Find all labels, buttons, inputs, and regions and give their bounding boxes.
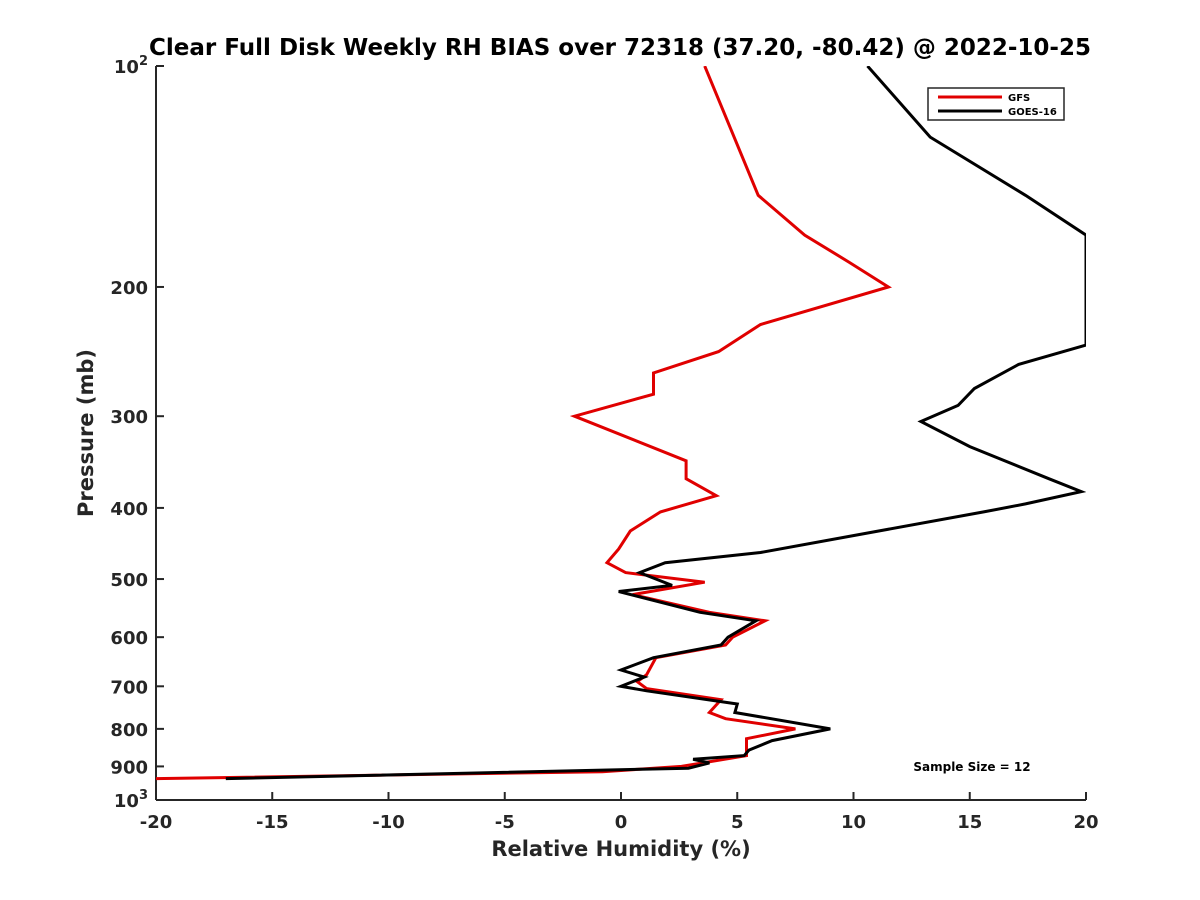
x-tick-label: 20 bbox=[1073, 812, 1098, 833]
x-axis-label: Relative Humidity (%) bbox=[491, 837, 750, 861]
y-tick-label: 400 bbox=[110, 499, 148, 520]
y-tick-label: 102 bbox=[114, 54, 148, 78]
series-line-gfs bbox=[156, 66, 893, 781]
y-tick-label: 103 bbox=[114, 788, 148, 812]
y-tick-label: 600 bbox=[110, 628, 148, 649]
y-tick-label: 800 bbox=[110, 720, 148, 741]
x-tick-label: 0 bbox=[615, 812, 628, 833]
legend-label: GFS bbox=[1008, 93, 1030, 104]
x-tick-label: 10 bbox=[841, 812, 866, 833]
x-tick-label: -15 bbox=[256, 812, 289, 833]
series-layer bbox=[156, 66, 1086, 781]
x-tick-label: 5 bbox=[731, 812, 744, 833]
legend: GFS GOES-16 bbox=[927, 87, 1065, 121]
y-tick-label: 700 bbox=[110, 677, 148, 698]
sample-size-annotation: Sample Size = 12 bbox=[913, 760, 1030, 774]
legend-box bbox=[927, 87, 1065, 121]
y-tick-label: 900 bbox=[110, 757, 148, 778]
x-tick-label: 15 bbox=[957, 812, 982, 833]
y-tick-label: 500 bbox=[110, 570, 148, 591]
x-tick-label: -10 bbox=[372, 812, 405, 833]
y-tick-label: 300 bbox=[110, 407, 148, 428]
legend-label: GOES-16 bbox=[1008, 107, 1057, 118]
y-axis-label: Pressure (mb) bbox=[74, 349, 98, 517]
series-line-goes-16 bbox=[225, 66, 1086, 781]
x-tick-label: -5 bbox=[495, 812, 515, 833]
axes: -20 -15 -10 -5 0 5 10 15 20 102 200 300 400 500 600 700… bbox=[110, 54, 1098, 833]
y-tick-label: 200 bbox=[110, 278, 148, 299]
x-tick-label: -20 bbox=[140, 812, 173, 833]
chart-title: Clear Full Disk Weekly RH BIAS over 7231… bbox=[149, 35, 1091, 61]
